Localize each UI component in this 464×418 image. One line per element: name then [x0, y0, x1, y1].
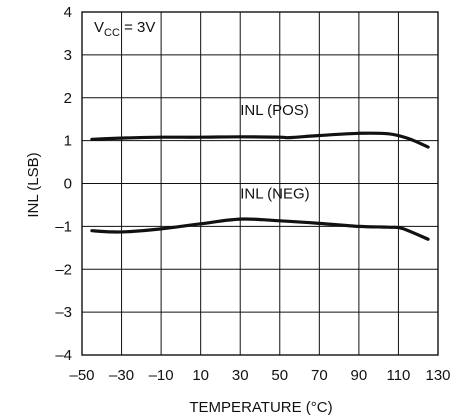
- x-tick-label: 10: [192, 367, 209, 384]
- y-tick-label: 1: [64, 133, 72, 150]
- x-tick-label: 30: [232, 367, 249, 384]
- x-axis-title: TEMPERATURE (°C): [189, 399, 332, 416]
- y-tick-label: –2: [55, 261, 72, 278]
- y-axis-title: INL (LSB): [25, 152, 42, 217]
- x-tick-label: 90: [351, 367, 368, 384]
- y-tick-label: –1: [55, 218, 72, 235]
- x-tick-labels: –50 –30 –10 10 30 50 70 90 110 130: [69, 367, 450, 384]
- vcc-annotation: VCC = 3V: [94, 19, 155, 39]
- y-tick-label: 0: [64, 176, 72, 193]
- y-tick-labels: 4 3 2 1 0 –1 –2 –3 –4: [55, 4, 72, 364]
- y-tick-label: 4: [64, 4, 72, 21]
- x-tick-label: –10: [149, 367, 174, 384]
- x-tick-label: –50: [69, 367, 94, 384]
- y-tick-label: 2: [64, 90, 72, 107]
- series-label-inl-neg: INL (NEG): [240, 186, 309, 203]
- series-labels: INL (POS) INL (NEG): [240, 102, 309, 203]
- plot-frame: [81, 11, 439, 356]
- y-tick-label: 3: [64, 47, 72, 64]
- vcc-subscript: CC: [104, 27, 120, 39]
- series-line-inl-pos: [90, 131, 430, 149]
- x-tick-label: –30: [109, 367, 134, 384]
- vcc-main: V: [94, 19, 104, 36]
- x-tick-label: 110: [386, 367, 410, 384]
- vcc-value: = 3V: [120, 19, 155, 36]
- series-lines: [90, 131, 430, 241]
- x-tick-label: 130: [425, 367, 450, 384]
- grid-lines: [82, 12, 438, 355]
- y-tick-label: –3: [55, 304, 72, 321]
- series-label-inl-pos: INL (POS): [240, 102, 309, 119]
- y-tick-label: –4: [55, 347, 72, 364]
- series-line-inl-neg: [90, 217, 430, 241]
- x-tick-label: 70: [311, 367, 328, 384]
- x-tick-label: 50: [271, 367, 288, 384]
